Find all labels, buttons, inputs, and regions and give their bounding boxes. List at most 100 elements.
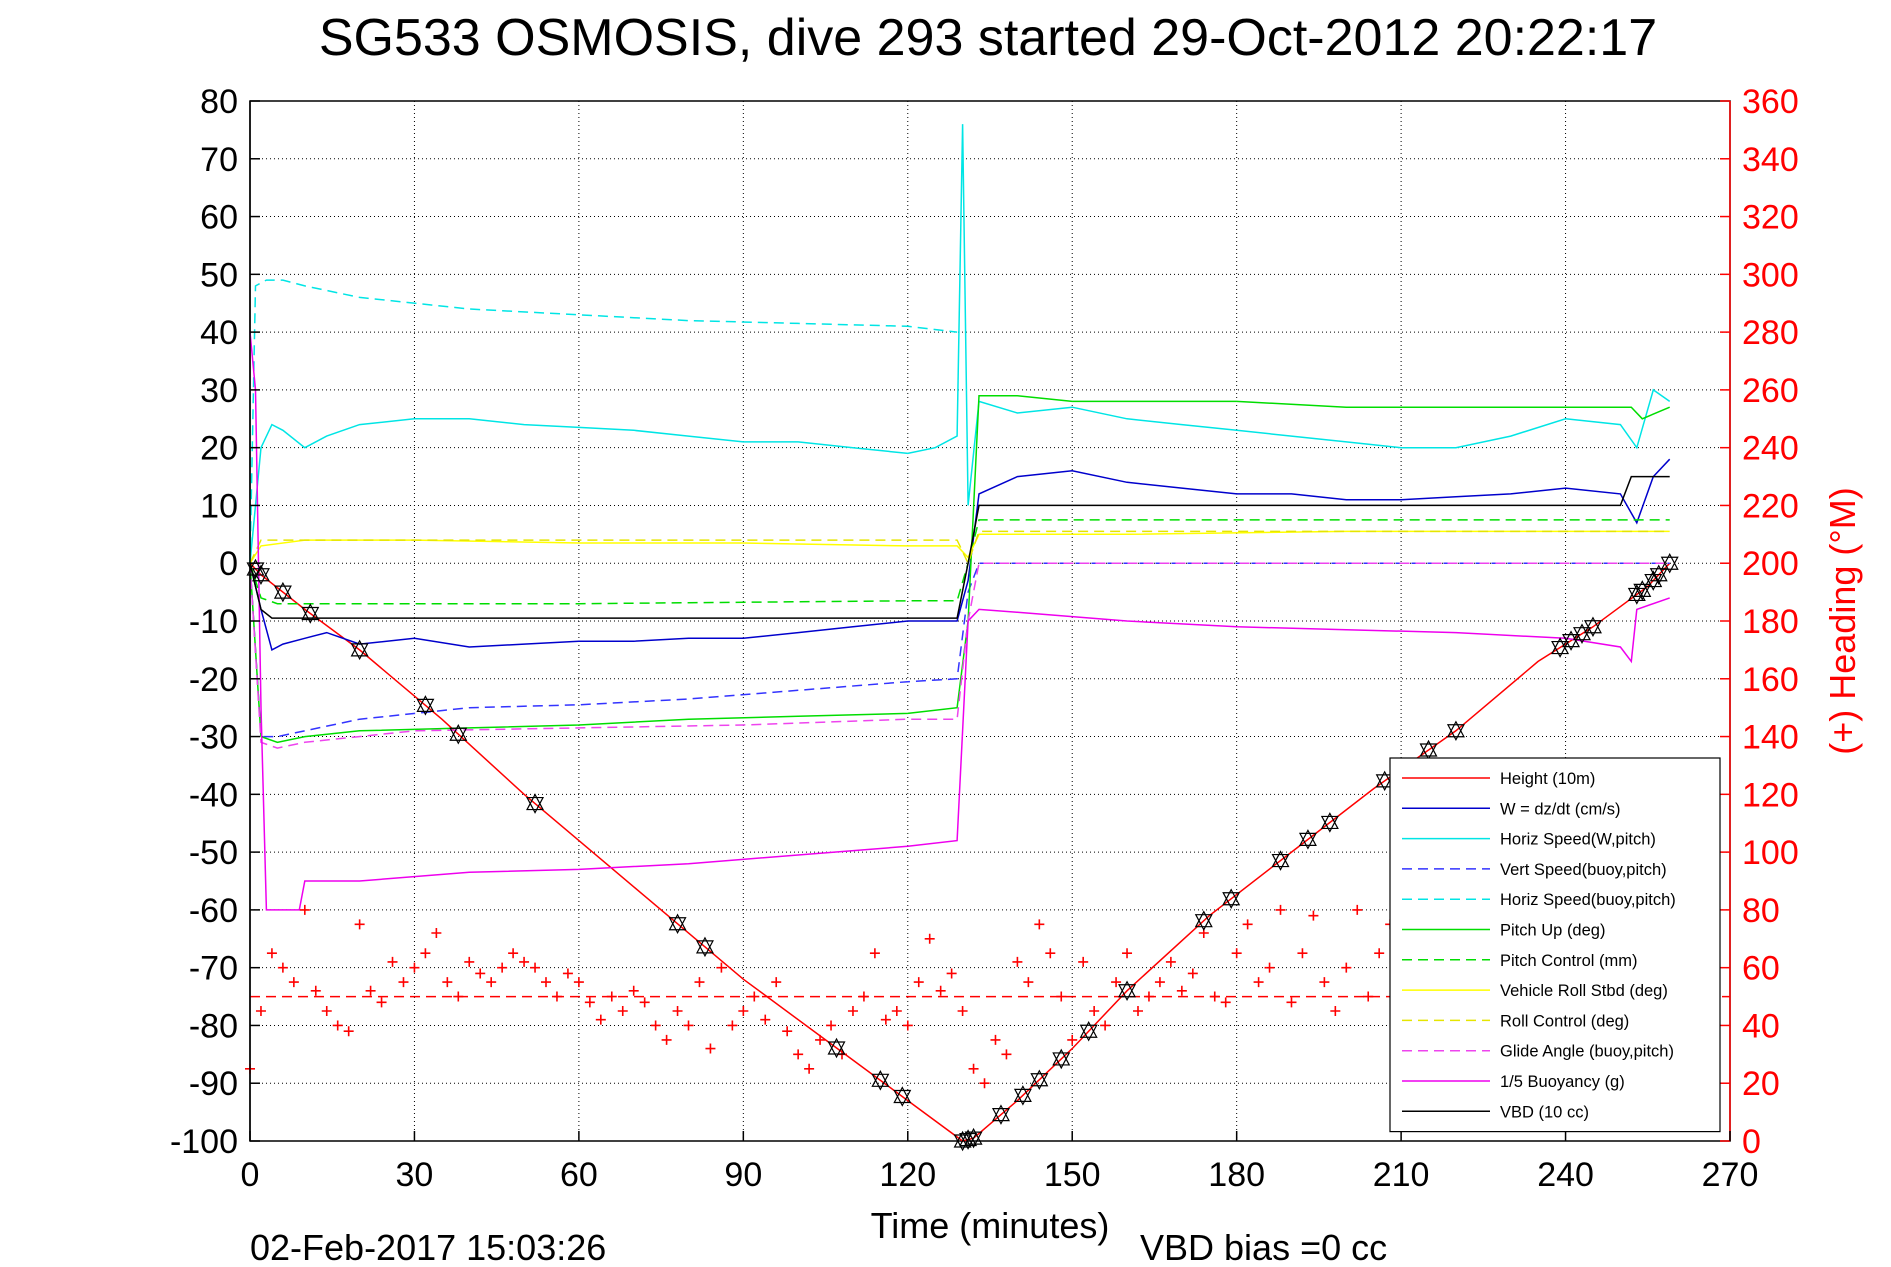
x-tick-label: 90: [724, 1156, 762, 1194]
heading-point: [1352, 904, 1363, 915]
heading-point: [431, 928, 442, 938]
legend-label: Glide Angle (buoy,pitch): [1500, 1043, 1674, 1061]
heading-point: [409, 962, 420, 973]
heading-point: [1100, 1020, 1111, 1031]
legend-label: Vert Speed(buoy,pitch): [1500, 861, 1667, 879]
heading-point: [1187, 968, 1198, 979]
heading-point: [365, 985, 376, 996]
height-triangle-marker: [1633, 580, 1652, 601]
heading-point: [464, 956, 475, 967]
legend-label: Horiz Speed(W,pitch): [1500, 831, 1656, 849]
heading-point: [968, 1063, 979, 1074]
series-line: [249, 332, 1670, 911]
left-tick-label: -30: [189, 719, 238, 757]
x-tick-label: 30: [396, 1156, 434, 1194]
height-triangle-marker: [1118, 980, 1137, 1002]
right-tick-label: 40: [1742, 1007, 1780, 1045]
legend-box: [1389, 757, 1721, 1133]
heading-point: [826, 1020, 837, 1031]
heading-point: [1374, 948, 1385, 959]
heading-point: [935, 985, 946, 996]
height-triangle-marker: [273, 581, 292, 603]
legend-label: Horiz Speed(buoy,pitch): [1500, 891, 1676, 909]
left-tick-label: 0: [219, 545, 238, 583]
right-tick-label: 320: [1742, 199, 1799, 237]
legend-label: Height (10m): [1500, 770, 1595, 788]
heading-point: [990, 1034, 1001, 1045]
heading-point: [869, 948, 880, 959]
right-tick-label: 120: [1742, 776, 1799, 814]
heading-point: [1111, 977, 1122, 988]
height-triangle-marker: [1375, 770, 1394, 792]
footer-vbd-bias: VBD bias =0 cc: [1140, 1227, 1387, 1262]
heading-point: [1045, 948, 1056, 959]
heading-point: [913, 977, 924, 988]
height-triangle-marker: [991, 1104, 1010, 1125]
left-tick-label: -100: [170, 1123, 238, 1161]
heading-point: [1297, 948, 1308, 959]
heading-point: [266, 948, 277, 959]
left-tick-label: 70: [200, 141, 238, 179]
heading-point: [771, 977, 782, 988]
heading-point: [694, 977, 705, 988]
heading-point: [321, 1006, 332, 1016]
heading-point: [1023, 977, 1034, 988]
height-triangle-marker: [871, 1070, 890, 1091]
height-triangle-marker: [1583, 616, 1602, 638]
heading-point: [946, 968, 957, 979]
x-axis-label: Time (minutes): [871, 1205, 1110, 1246]
heading-point: [1154, 977, 1165, 988]
legend-label: W = dz/dt (cm/s): [1500, 800, 1621, 818]
heading-point: [705, 1043, 716, 1054]
x-tick-label: 60: [560, 1156, 598, 1194]
heading-point: [617, 1006, 628, 1016]
heading-point: [738, 1006, 749, 1016]
right-tick-label: 220: [1742, 487, 1799, 525]
left-tick-label: 30: [200, 372, 238, 410]
series-line: [249, 458, 1671, 652]
heading-point: [530, 962, 541, 973]
right-tick-label: 260: [1742, 372, 1799, 410]
legend-label: Vehicle Roll Stbd (deg): [1500, 982, 1668, 1000]
heading-point: [1122, 948, 1133, 959]
right-tick-label: 20: [1742, 1065, 1780, 1103]
left-tick-label: 60: [200, 199, 238, 237]
marker-layer: [246, 552, 1679, 1152]
heading-point: [541, 977, 551, 988]
heading-point: [1133, 1006, 1143, 1016]
heading-point: [1001, 1049, 1012, 1060]
heading-point: [672, 1006, 683, 1016]
heading-point: [957, 1006, 968, 1016]
heading-point: [880, 1014, 891, 1025]
heading-point: [804, 1063, 815, 1074]
right-tick-label: 80: [1742, 892, 1780, 930]
height-triangle-marker: [301, 603, 320, 624]
right-y-axis: 3603403203002802602402202001801601401201…: [1720, 83, 1799, 1161]
chart-title: SG533 OSMOSIS, dive 293 started 29-Oct-2…: [319, 9, 1657, 67]
right-tick-label: 160: [1742, 661, 1799, 699]
heading-point: [475, 968, 486, 979]
heading-point: [387, 956, 398, 967]
right-tick-label: 200: [1742, 545, 1799, 583]
height-triangle-marker: [1446, 720, 1465, 742]
heading-point: [442, 977, 453, 988]
heading-point: [1242, 919, 1253, 930]
height-triangle-marker: [1660, 552, 1679, 574]
right-tick-label: 340: [1742, 141, 1799, 179]
heading-point: [902, 1020, 913, 1031]
heading-point: [398, 977, 409, 988]
heading-point: [891, 1006, 902, 1016]
right-tick-label: 0: [1742, 1123, 1761, 1161]
heading-point: [562, 968, 573, 979]
left-tick-label: 10: [200, 487, 238, 525]
heading-point: [573, 977, 584, 988]
heading-point: [420, 948, 431, 959]
heading-point: [979, 1078, 990, 1089]
heading-point: [1330, 1006, 1341, 1016]
height-triangle-marker: [350, 639, 369, 661]
heading-point: [727, 1020, 738, 1031]
left-tick-label: -20: [189, 661, 238, 699]
left-tick-label: -40: [189, 776, 238, 814]
heading-point: [760, 1014, 771, 1025]
heading-point: [1220, 997, 1231, 1008]
